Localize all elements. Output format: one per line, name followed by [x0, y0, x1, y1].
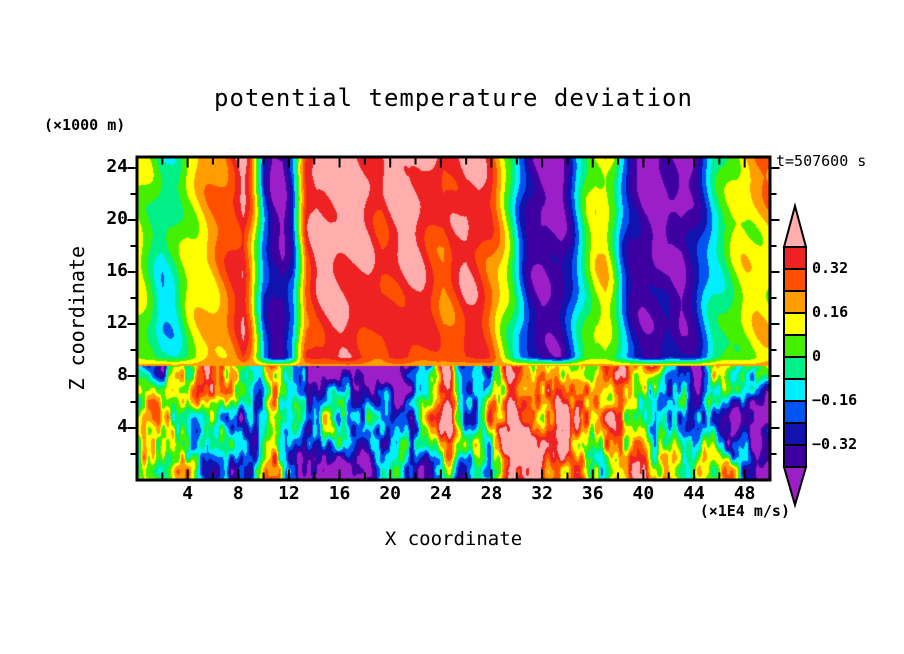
colorbar-tick-label: −0.32 — [812, 435, 858, 453]
x-tick-label: 4 — [182, 483, 194, 504]
x-axis-unit-label: (×1E4 m/s) — [699, 502, 790, 520]
contour-plot-canvas — [137, 157, 770, 480]
time-label: t=507600 s — [776, 152, 867, 170]
x-tick-label: 44 — [683, 483, 705, 504]
y-tick-label: 4 — [117, 416, 128, 437]
y-tick-label: 12 — [106, 312, 128, 334]
x-tick-label: 28 — [480, 483, 503, 504]
colorbar — [780, 200, 900, 516]
colorbar-scale — [782, 202, 808, 509]
colorbar-tick-label: −0.16 — [812, 391, 858, 409]
y-tick-label: 8 — [117, 364, 128, 386]
y-tick-label: 20 — [106, 208, 128, 230]
x-tick-label: 20 — [379, 483, 402, 504]
x-tick-label: 48 — [733, 483, 756, 504]
x-tick-label: 16 — [328, 483, 351, 504]
colorbar-tick-label: 0.16 — [812, 303, 849, 321]
y-tick-label: 24 — [106, 156, 128, 178]
chart-title: potential temperature deviation — [214, 84, 693, 112]
x-axis-title: X coordinate — [384, 528, 523, 550]
x-tick-label: 8 — [232, 483, 244, 504]
y-tick-label: 16 — [106, 260, 128, 282]
x-tick-label: 32 — [531, 483, 553, 504]
x-tick-label: 40 — [632, 483, 655, 504]
x-tick-label: 24 — [429, 483, 452, 504]
colorbar-tick-label: 0 — [812, 347, 822, 365]
x-tick-label: 12 — [278, 483, 300, 504]
y-axis-unit-label: (×1000 m) — [44, 116, 126, 134]
x-tick-label: 36 — [581, 483, 604, 504]
colorbar-tick-label: 0.32 — [812, 259, 849, 277]
